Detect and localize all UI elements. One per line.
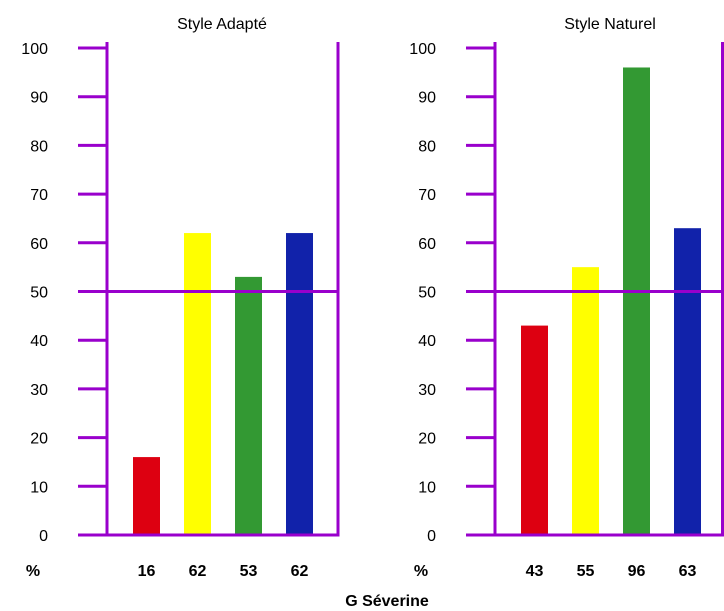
bar-vert bbox=[235, 276, 262, 535]
chart-panel-style-naturel: Style Naturel 0 10 20 30 40 50 60 70 80 90 100% 43 55… bbox=[409, 16, 724, 580]
bar-rouge bbox=[521, 325, 548, 535]
value-label: 53 bbox=[240, 563, 258, 580]
unit-label: % bbox=[414, 563, 428, 580]
bar-bleu bbox=[286, 233, 313, 535]
y-tick-label: 40 bbox=[30, 333, 48, 350]
x-axis-title: G Séverine bbox=[345, 593, 429, 610]
y-tick-label: 50 bbox=[30, 285, 48, 302]
y-tick-label: 0 bbox=[427, 528, 436, 545]
y-tick-label: 100 bbox=[409, 41, 436, 58]
y-tick-label: 10 bbox=[30, 479, 48, 496]
value-label: 63 bbox=[679, 563, 697, 580]
value-label: 16 bbox=[138, 563, 156, 580]
y-tick-label: 60 bbox=[418, 236, 436, 253]
y-tick-label: 60 bbox=[30, 236, 48, 253]
value-label: 62 bbox=[291, 563, 309, 580]
chart-title: Style Naturel bbox=[564, 16, 656, 33]
y-tick-label: 30 bbox=[30, 382, 48, 399]
bar-vert bbox=[623, 67, 650, 535]
value-label: 62 bbox=[189, 563, 207, 580]
y-tick-label: 30 bbox=[418, 382, 436, 399]
value-label: 96 bbox=[628, 563, 646, 580]
bar-jaune bbox=[572, 267, 599, 535]
y-tick-label: 90 bbox=[30, 90, 48, 107]
unit-label: % bbox=[26, 563, 40, 580]
bar-rouge bbox=[133, 457, 160, 535]
y-tick-label: 70 bbox=[418, 187, 436, 204]
y-tick-label: 80 bbox=[30, 138, 48, 155]
y-tick-label: 0 bbox=[39, 528, 48, 545]
y-tick-label: 20 bbox=[30, 431, 48, 448]
y-tick-label: 40 bbox=[418, 333, 436, 350]
y-tick-label: 80 bbox=[418, 138, 436, 155]
y-tick-label: 90 bbox=[418, 90, 436, 107]
value-label: 43 bbox=[526, 563, 544, 580]
y-tick-label: 70 bbox=[30, 187, 48, 204]
chart-title: Style Adapté bbox=[177, 16, 267, 33]
y-tick-label: 20 bbox=[418, 431, 436, 448]
chart-panel-style-adapte: Style Adapté 0 10 20 30 40 50 60 70 80 90 100% 16 62 5… bbox=[21, 16, 340, 580]
y-tick-label: 100 bbox=[21, 41, 48, 58]
bar-jaune bbox=[184, 233, 211, 535]
y-tick-label: 10 bbox=[418, 479, 436, 496]
y-tick-label: 50 bbox=[418, 285, 436, 302]
bar-bleu bbox=[674, 228, 701, 535]
value-label: 55 bbox=[577, 563, 595, 580]
